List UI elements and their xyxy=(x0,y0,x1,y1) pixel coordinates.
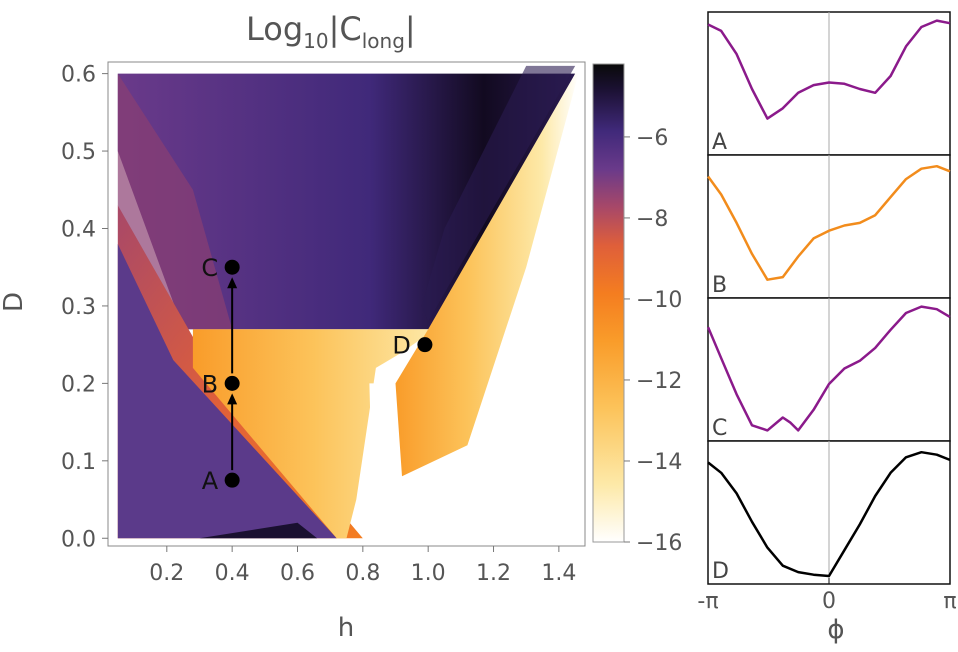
point-label: D xyxy=(392,332,410,360)
x-tick-label: 0.4 xyxy=(215,561,250,586)
x-tick-label: 0.6 xyxy=(280,561,315,586)
heatmap-axes: 0.2 0.4 0.6 0.8 1.0 1.2 1.4 0.0 0.1 0.2 0.3 0.4 0.5 0… xyxy=(61,63,576,586)
y-tick-label: 0.5 xyxy=(61,140,96,165)
colorbar-tick-label: −6 xyxy=(636,126,668,151)
profile-curve xyxy=(707,19,951,120)
colorbar xyxy=(592,63,625,543)
y-tick-label: 0.2 xyxy=(61,372,96,397)
x-tick-label: 1.4 xyxy=(541,561,576,586)
profile-curve xyxy=(706,305,951,432)
phi-axis-label: ϕ xyxy=(827,615,844,645)
y-tick-label: 0.0 xyxy=(61,527,96,552)
y-axis-label: D xyxy=(0,292,29,312)
panel-label: B xyxy=(712,273,727,298)
region-lower-left-purple xyxy=(117,244,337,539)
point-marker xyxy=(417,337,433,353)
point-label: A xyxy=(202,467,219,495)
profile-panels: A B C D -π 0 π xyxy=(697,11,957,614)
x-tick-label: 0.8 xyxy=(345,561,380,586)
region-white-gap xyxy=(369,383,389,508)
point-marker xyxy=(224,472,240,488)
arrow-head xyxy=(227,277,238,289)
marked-points: A B C D xyxy=(201,254,433,495)
region-right-wing xyxy=(395,73,579,477)
y-tick-label: 0.1 xyxy=(61,450,96,475)
colorbar-tick-label: −16 xyxy=(636,531,682,556)
point-label: B xyxy=(202,370,218,398)
phi-tick-label: 0 xyxy=(822,589,836,614)
panel-label: D xyxy=(712,559,729,584)
panel-label: C xyxy=(712,416,727,441)
y-tick-label: 0.6 xyxy=(61,63,96,88)
point-label: C xyxy=(201,254,218,282)
region-bottom-dark xyxy=(199,522,318,539)
panel-label: A xyxy=(712,130,727,155)
heatmap-frame xyxy=(107,61,586,547)
colorbar-tick-label: −14 xyxy=(636,450,682,475)
colorbar-tick-label: −8 xyxy=(636,207,668,232)
point-marker xyxy=(224,375,240,391)
colorbar-tick-label: −10 xyxy=(636,288,682,313)
heatmap-title: Log10|Clong| xyxy=(246,10,416,53)
x-axis-label: h xyxy=(338,613,354,643)
profile-curve xyxy=(707,450,951,578)
x-tick-label: 0.2 xyxy=(149,561,184,586)
point-marker xyxy=(224,259,240,275)
x-tick-label: 1.0 xyxy=(411,561,446,586)
arrow-head xyxy=(227,393,238,405)
region-orange-mid xyxy=(192,329,435,539)
x-tick-label: 1.2 xyxy=(476,561,511,586)
colorbar-tick-label: −12 xyxy=(636,369,682,394)
region-right-dark-edge xyxy=(421,65,576,322)
heatmap-area xyxy=(108,62,585,546)
y-tick-label: 0.3 xyxy=(61,295,96,320)
profile-curve xyxy=(707,164,951,281)
phi-tick-label: -π xyxy=(697,589,718,614)
phi-tick-label: π xyxy=(943,589,956,614)
y-tick-label: 0.4 xyxy=(61,217,96,242)
colorbar-ticks: −6 −8 −10 −12 −14 −16 xyxy=(624,126,682,556)
